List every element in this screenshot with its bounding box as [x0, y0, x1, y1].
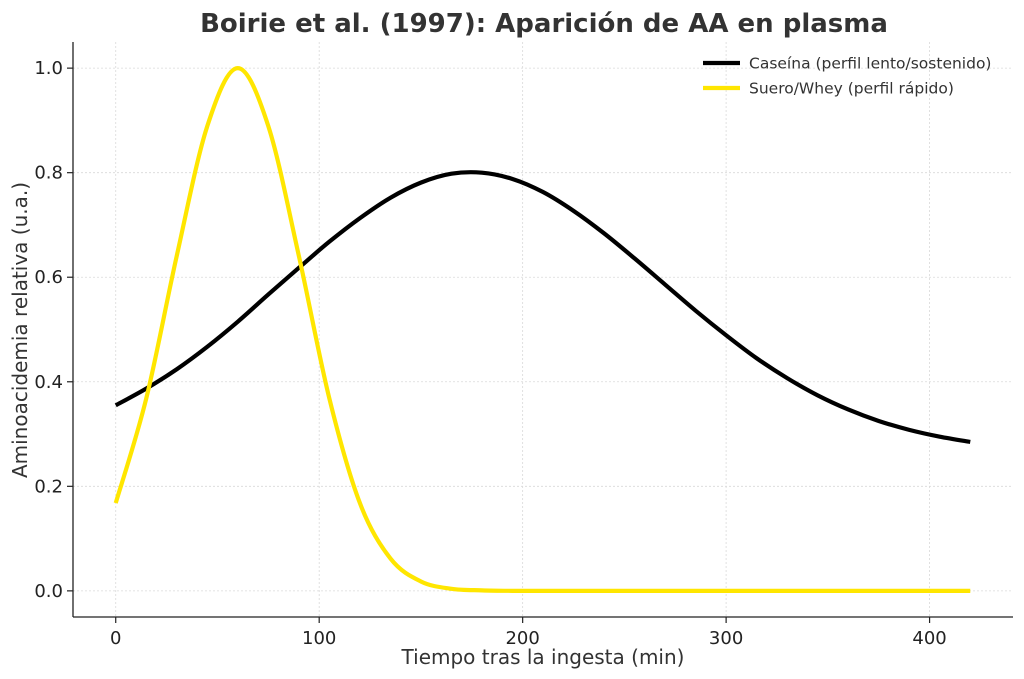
x-tick-label: 0 [110, 628, 121, 649]
x-axis-label: Tiempo tras la ingesta (min) [401, 645, 685, 669]
x-tick-label: 200 [505, 628, 539, 649]
y-tick-label: 0.8 [34, 163, 63, 184]
axes [67, 42, 1013, 623]
x-tick-label: 100 [302, 628, 336, 649]
y-tick-label: 0.6 [34, 267, 63, 288]
grid [73, 42, 1013, 617]
y-tick-label: 0.0 [34, 581, 63, 602]
x-tick-label: 300 [709, 628, 743, 649]
y-tick-label: 1.0 [34, 58, 63, 79]
y-axis-label: Aminoacidemia relativa (u.a.) [8, 182, 32, 478]
chart-title: Boirie et al. (1997): Aparición de AA en… [200, 9, 888, 39]
series-line-2 [113, 66, 971, 593]
x-tick-label: 400 [912, 628, 946, 649]
y-tick-label: 0.4 [34, 372, 63, 393]
legend: Caseína (perfil lento/sostenido) Suero/Wh… [703, 55, 991, 98]
legend-label-2: Suero/Whey (perfil rápido) [749, 80, 954, 98]
y-tick-label: 0.2 [34, 476, 63, 497]
tick-labels: 0 100 200 300 400 0.0 0.2 0.4 0.6 0.8 1.0 [34, 58, 946, 649]
series-line-1 [114, 170, 971, 444]
series-layer [113, 66, 971, 593]
legend-label-1: Caseína (perfil lento/sostenido) [749, 55, 991, 73]
